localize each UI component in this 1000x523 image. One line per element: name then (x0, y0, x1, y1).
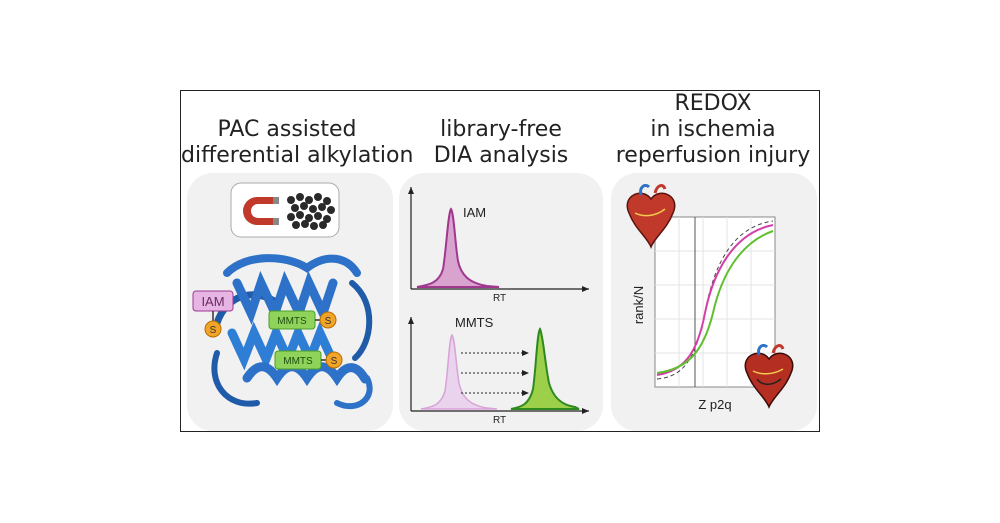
protein-structure-icon (211, 254, 373, 410)
mmts-chromatogram-label: MMTS (455, 315, 494, 330)
sulfur-label-3: S (331, 356, 338, 367)
panel2-card: IAM RT (399, 173, 603, 431)
panel1-title: PAC assisted differential alkylation (181, 117, 414, 169)
panel2-graphic: IAM RT (408, 187, 589, 426)
panel2-title-line2: DIA analysis (433, 143, 569, 168)
mmts-chromatogram: MMTS RT (408, 315, 589, 426)
heart-icon-injured (744, 343, 794, 410)
magnetic-beads-icon (230, 182, 340, 238)
panel2-title: library-free DIA analysis (405, 117, 597, 169)
panel3-title-line3: reperfusion injury (615, 143, 811, 168)
rt-axis-label-top: RT (493, 293, 506, 304)
curve-green (656, 230, 774, 374)
iam-chromatogram-label: IAM (463, 205, 486, 220)
heart-icon-healthy (626, 183, 676, 250)
figure-frame: PAC assisted differential alkylation (180, 90, 820, 432)
panel1-graphic: IAM S MMTS S MMTS S (192, 182, 373, 410)
sulfur-label-1: S (210, 325, 217, 336)
panel3-title: REDOX in ischemia reperfusion injury (607, 91, 819, 169)
panel2-title-line1: library-free (440, 117, 562, 142)
iam-chromatogram: IAM RT (408, 187, 589, 304)
mmts-tag-1: MMTS S (268, 310, 337, 330)
iam-tag: IAM S (192, 290, 234, 338)
sulfur-label-2: S (325, 316, 332, 327)
panel1-card: IAM S MMTS S MMTS S (187, 173, 393, 431)
panel3-graphic: rank/N Z p2q (626, 183, 794, 412)
panel3-title-line1: REDOX (674, 91, 752, 116)
curve-dashed (656, 220, 774, 380)
mmts-tag-2-label: MMTS (283, 356, 313, 367)
panel1-title-line1: PAC assisted (217, 117, 357, 142)
panel3-title-line2: in ischemia (650, 117, 776, 142)
y-axis-label: rank/N (631, 286, 646, 324)
panel3-card: rank/N Z p2q (611, 173, 817, 431)
mmts-tag-1-label: MMTS (277, 316, 307, 327)
iam-tag-label: IAM (201, 294, 224, 309)
rt-axis-label-bottom: RT (493, 415, 506, 426)
mmts-tag-2: MMTS S (274, 350, 343, 370)
x-axis-label: Z p2q (698, 397, 731, 412)
panel1-title-line2: differential alkylation (181, 143, 414, 168)
